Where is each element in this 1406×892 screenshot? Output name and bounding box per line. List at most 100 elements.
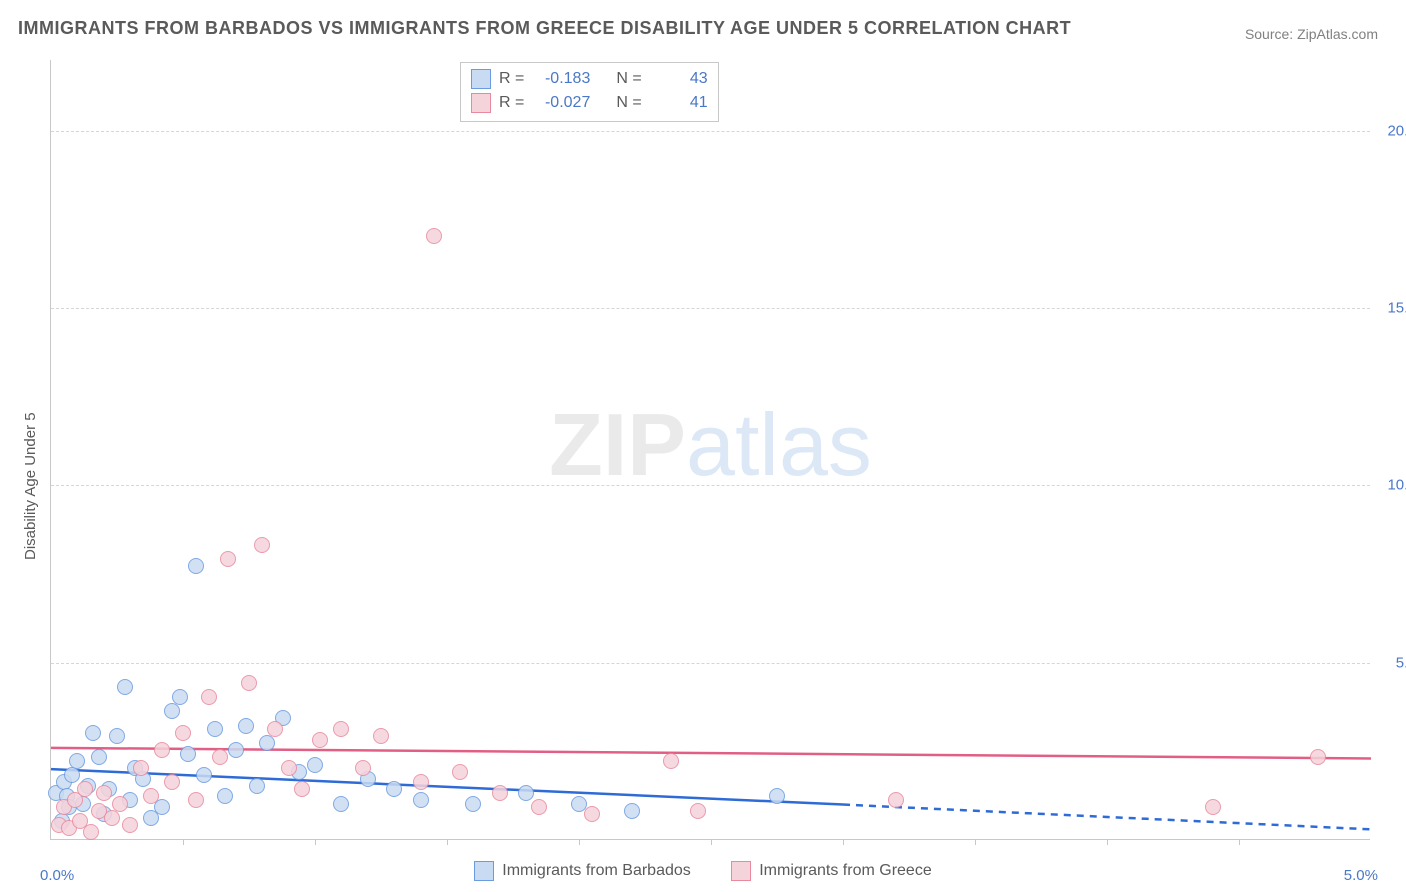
scatter-point: [91, 749, 107, 765]
scatter-point: [77, 781, 93, 797]
scatter-point: [624, 803, 640, 819]
x-tick: [843, 839, 844, 845]
scatter-point: [333, 796, 349, 812]
scatter-point: [112, 796, 128, 812]
scatter-point: [220, 551, 236, 567]
scatter-point: [452, 764, 468, 780]
x-tick: [1107, 839, 1108, 845]
x-tick: [1239, 839, 1240, 845]
correlation-legend-row: R = -0.183 N = 43: [471, 67, 708, 91]
swatch-greece: [471, 93, 491, 113]
scatter-point: [254, 537, 270, 553]
scatter-point: [217, 788, 233, 804]
x-tick: [711, 839, 712, 845]
x-tick: [579, 839, 580, 845]
scatter-point: [188, 792, 204, 808]
scatter-point: [241, 675, 257, 691]
scatter-point: [413, 792, 429, 808]
scatter-point: [69, 753, 85, 769]
x-tick: [447, 839, 448, 845]
scatter-point: [196, 767, 212, 783]
y-axis-title: Disability Age Under 5: [22, 412, 39, 560]
scatter-point: [164, 703, 180, 719]
scatter-point: [64, 767, 80, 783]
scatter-point: [373, 728, 389, 744]
scatter-point: [267, 721, 283, 737]
scatter-point: [386, 781, 402, 797]
scatter-point: [1205, 799, 1221, 815]
x-tick: [315, 839, 316, 845]
grid-line: [51, 485, 1370, 486]
y-tick-label: 5.0%: [1375, 654, 1406, 671]
n-label: N =: [616, 94, 641, 112]
scatter-point: [492, 785, 508, 801]
swatch-barbados: [471, 69, 491, 89]
scatter-point: [465, 796, 481, 812]
scatter-point: [426, 228, 442, 244]
r-value: -0.183: [532, 70, 590, 88]
scatter-point: [690, 803, 706, 819]
scatter-point: [312, 732, 328, 748]
scatter-point: [531, 799, 547, 815]
scatter-point: [294, 781, 310, 797]
scatter-point: [154, 742, 170, 758]
y-tick-label: 10.0%: [1375, 477, 1406, 494]
y-tick-label: 15.0%: [1375, 300, 1406, 317]
scatter-point: [307, 757, 323, 773]
swatch-greece: [731, 861, 751, 881]
series-legend: Immigrants from Barbados Immigrants from…: [0, 861, 1406, 886]
grid-line: [51, 663, 1370, 664]
x-tick: [975, 839, 976, 845]
scatter-point: [355, 760, 371, 776]
scatter-point: [104, 810, 120, 826]
r-label: R =: [499, 70, 524, 88]
scatter-point: [172, 689, 188, 705]
x-tick: [183, 839, 184, 845]
trend-line: [51, 748, 1371, 759]
plot-area: ZIPatlas 5.0%10.0%15.0%20.0%: [50, 60, 1370, 840]
grid-line: [51, 131, 1370, 132]
scatter-point: [259, 735, 275, 751]
scatter-point: [769, 788, 785, 804]
scatter-point: [413, 774, 429, 790]
correlation-legend-row: R = -0.027 N = 41: [471, 91, 708, 115]
scatter-point: [164, 774, 180, 790]
scatter-point: [249, 778, 265, 794]
r-value: -0.027: [532, 94, 590, 112]
x-axis-min-label: 0.0%: [40, 867, 74, 884]
scatter-point: [85, 725, 101, 741]
trend-line: [843, 805, 1371, 830]
scatter-point: [584, 806, 600, 822]
x-axis-max-label: 5.0%: [1344, 867, 1378, 884]
scatter-point: [518, 785, 534, 801]
scatter-point: [1310, 749, 1326, 765]
scatter-point: [83, 824, 99, 840]
scatter-point: [180, 746, 196, 762]
scatter-point: [201, 689, 217, 705]
scatter-point: [212, 749, 228, 765]
scatter-point: [228, 742, 244, 758]
legend-label: Immigrants from Barbados: [502, 862, 691, 880]
scatter-point: [663, 753, 679, 769]
chart-title: IMMIGRANTS FROM BARBADOS VS IMMIGRANTS F…: [18, 18, 1071, 39]
grid-line: [51, 308, 1370, 309]
scatter-point: [888, 792, 904, 808]
y-tick-label: 20.0%: [1375, 122, 1406, 139]
scatter-point: [143, 788, 159, 804]
scatter-point: [207, 721, 223, 737]
source-attribution: Source: ZipAtlas.com: [1245, 26, 1378, 42]
correlation-legend: R = -0.183 N = 43 R = -0.027 N = 41: [460, 62, 719, 122]
scatter-point: [188, 558, 204, 574]
n-label: N =: [616, 70, 641, 88]
n-value: 41: [650, 94, 708, 112]
legend-item: Immigrants from Barbados: [474, 861, 691, 881]
scatter-point: [133, 760, 149, 776]
scatter-point: [238, 718, 254, 734]
swatch-barbados: [474, 861, 494, 881]
scatter-point: [281, 760, 297, 776]
scatter-point: [175, 725, 191, 741]
legend-label: Immigrants from Greece: [759, 862, 931, 880]
scatter-point: [122, 817, 138, 833]
legend-item: Immigrants from Greece: [731, 861, 931, 881]
scatter-point: [333, 721, 349, 737]
